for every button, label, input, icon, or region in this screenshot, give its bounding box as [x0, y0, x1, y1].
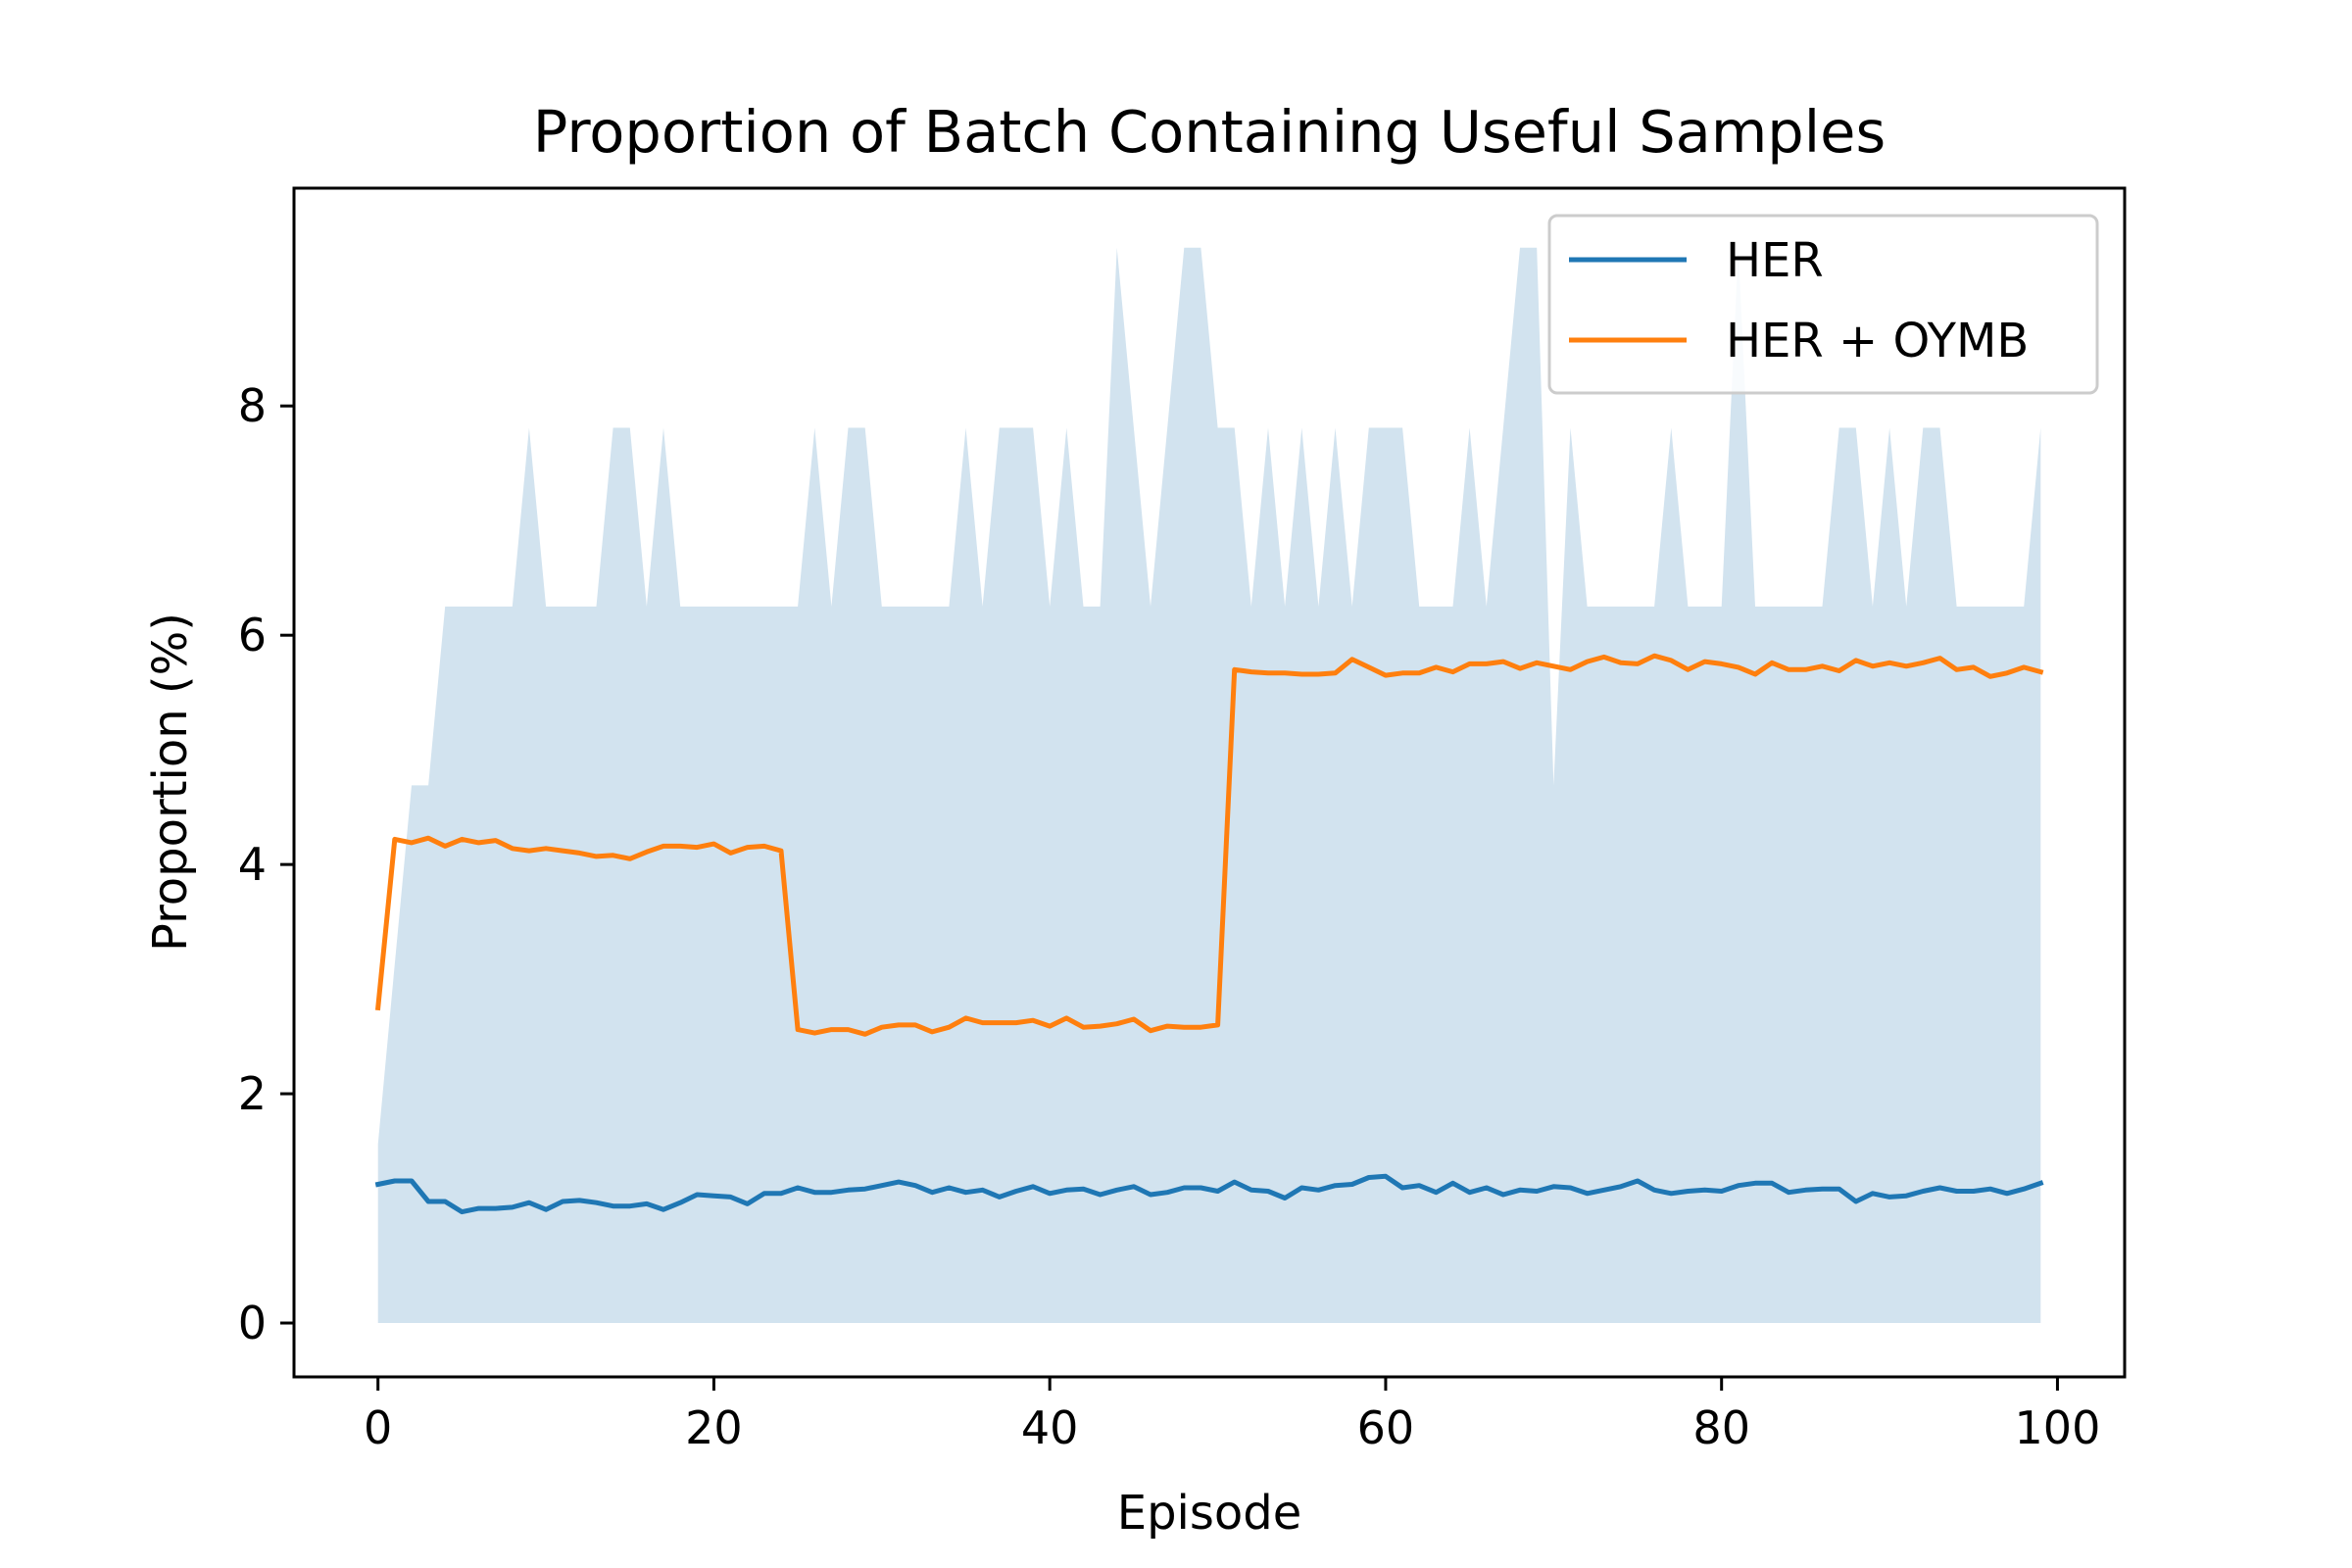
- y-tick-label: 2: [238, 1067, 267, 1120]
- y-tick-label: 4: [238, 838, 267, 891]
- x-axis-label: Episode: [1117, 1486, 1302, 1541]
- x-tick-label: 40: [1021, 1401, 1079, 1454]
- x-tick-label: 20: [685, 1401, 743, 1454]
- x-tick-label: 0: [364, 1401, 392, 1454]
- y-tick-label: 0: [238, 1297, 267, 1349]
- legend: HER HER + OYMB: [1547, 214, 2099, 395]
- x-tick-label: 100: [2015, 1401, 2101, 1454]
- y-axis-label: Proportion (%): [143, 612, 198, 952]
- series-line-her-oymb: [374, 653, 2044, 1037]
- plot-frame: [292, 186, 2127, 1379]
- series-layer: [374, 653, 2044, 1215]
- x-tick-label: 60: [1357, 1401, 1415, 1454]
- chart-title: Proportion of Batch Containing Useful Sa…: [533, 98, 1886, 166]
- y-tick-label: 8: [238, 379, 267, 432]
- x-tick-label: 80: [1692, 1401, 1750, 1454]
- band-layer: [377, 247, 2041, 1323]
- legend-label-her-oymb: HER + OYMB: [1726, 314, 2029, 368]
- legend-label-her: HER: [1726, 233, 1824, 288]
- series-line-her: [374, 1173, 2044, 1215]
- x-axis-ticks: 0 20 40 60 80 100: [364, 1377, 2100, 1454]
- y-axis-ticks: 0 2 4 6 8: [238, 379, 294, 1349]
- upper-bound-band: [377, 247, 2041, 1323]
- y-tick-label: 6: [238, 609, 267, 662]
